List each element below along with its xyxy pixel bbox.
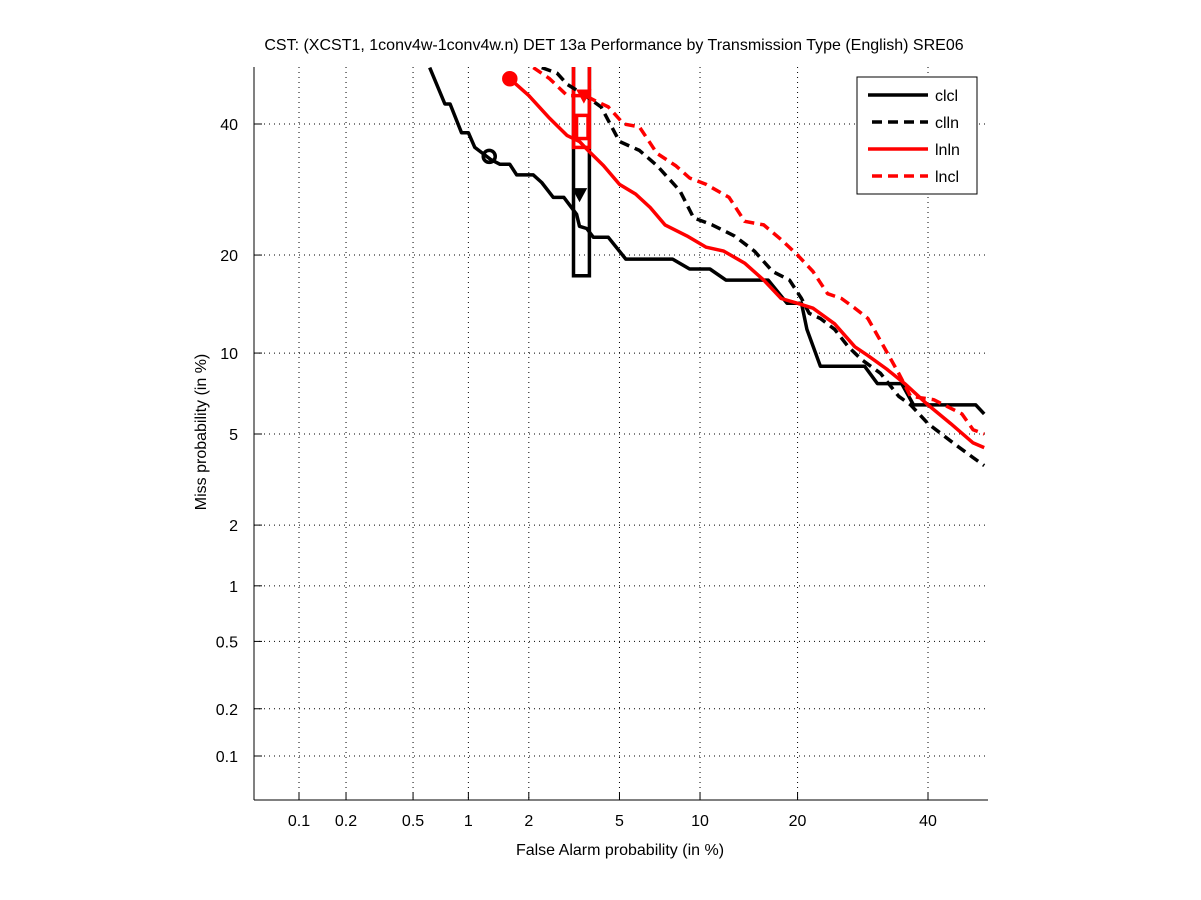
legend: clcl clln lnln lncl: [856, 76, 978, 195]
legend-label-clln: clln: [935, 115, 959, 132]
series-lncl-marker: [576, 89, 592, 104]
y-tick-label: 2: [229, 518, 238, 535]
y-tick-label: 20: [220, 248, 238, 265]
x-axis-label: False Alarm probability (in %): [516, 842, 724, 859]
x-tick-label: 10: [691, 813, 709, 830]
x-tick-label: 40: [919, 813, 937, 830]
y-axis-label: Miss probability (in %): [193, 354, 210, 510]
x-tick-label: 0.2: [335, 813, 357, 830]
lnln-inner-box: [574, 113, 590, 141]
grid: [254, 67, 988, 800]
x-tick-label: 2: [524, 813, 533, 830]
x-tick-labels: 0.1 0.2 0.5 1 2 5 10 20 40: [288, 813, 937, 830]
y-tick-label: 10: [220, 346, 238, 363]
series-clln-marker: [571, 188, 588, 203]
y-tick-label: 40: [220, 117, 238, 134]
x-tick-label: 20: [789, 813, 807, 830]
x-tick-label: 0.1: [288, 813, 310, 830]
legend-label-clcl: clcl: [935, 88, 958, 105]
x-tick-label: 1: [464, 813, 473, 830]
x-tick-label: 0.5: [402, 813, 424, 830]
series-layer: [428, 67, 986, 468]
series-lnln-line: [508, 77, 985, 450]
y-tick-label: 0.2: [216, 702, 238, 719]
axes: [253, 67, 988, 801]
chart-title: CST: (XCST1, 1conv4w-1conv4w.n) DET 13a …: [264, 37, 963, 54]
series-clln-line: [541, 67, 986, 468]
y-tick-label: 0.5: [216, 634, 238, 651]
y-tick-label: 1: [229, 579, 238, 596]
legend-label-lncl: lncl: [935, 169, 959, 186]
x-tick-label: 5: [615, 813, 624, 830]
clcl-confidence-box: [571, 67, 592, 278]
legend-label-lnln: lnln: [935, 142, 960, 159]
series-lncl-line: [532, 67, 985, 436]
y-tick-label: 5: [229, 427, 238, 444]
series-clcl-marker: [481, 148, 497, 165]
y-tick-labels: 0.1 0.2 0.5 1 2 5 10 20 40: [216, 117, 238, 766]
series-lnln-marker: [502, 70, 518, 87]
y-tick-label: 0.1: [216, 749, 238, 766]
series-clcl-line: [428, 67, 986, 416]
lnln-confidence-box: [571, 67, 592, 150]
